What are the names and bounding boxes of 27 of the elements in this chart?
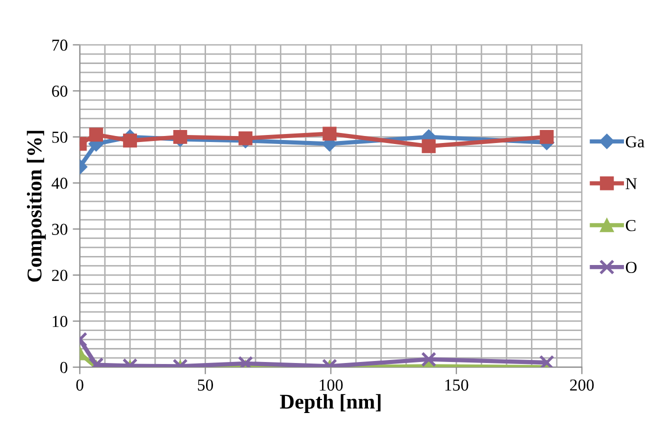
y-tick-label: 20 xyxy=(52,270,68,282)
x-tick-label: 0 xyxy=(76,379,84,391)
point xyxy=(322,126,337,141)
legend-label: N xyxy=(626,178,637,190)
y-axis-title: Composition [%] xyxy=(26,130,46,282)
point xyxy=(123,134,137,148)
y-tick-label: 30 xyxy=(52,224,68,235)
legend-label: Ga xyxy=(626,136,644,148)
y-tick-label: 10 xyxy=(52,316,68,328)
legend-label: O xyxy=(626,262,637,274)
y-tick-label: 60 xyxy=(52,86,68,97)
y-tick-label: 50 xyxy=(52,132,68,143)
point xyxy=(238,131,252,146)
point xyxy=(540,130,554,144)
x-tick-label: 150 xyxy=(445,379,468,391)
y-tick-label: 70 xyxy=(52,40,68,51)
point xyxy=(173,130,188,144)
point xyxy=(539,354,554,368)
x-tick-label: 50 xyxy=(198,379,214,391)
y-tick-label: 0 xyxy=(60,362,68,374)
y-tick-label: 40 xyxy=(52,178,68,189)
legend-label: C xyxy=(626,220,636,232)
x-axis-title: Depth [nm] xyxy=(280,394,381,413)
point xyxy=(422,139,436,154)
point xyxy=(89,128,104,142)
x-tick-label: 100 xyxy=(320,379,343,391)
x-tick-label: 200 xyxy=(570,379,594,391)
